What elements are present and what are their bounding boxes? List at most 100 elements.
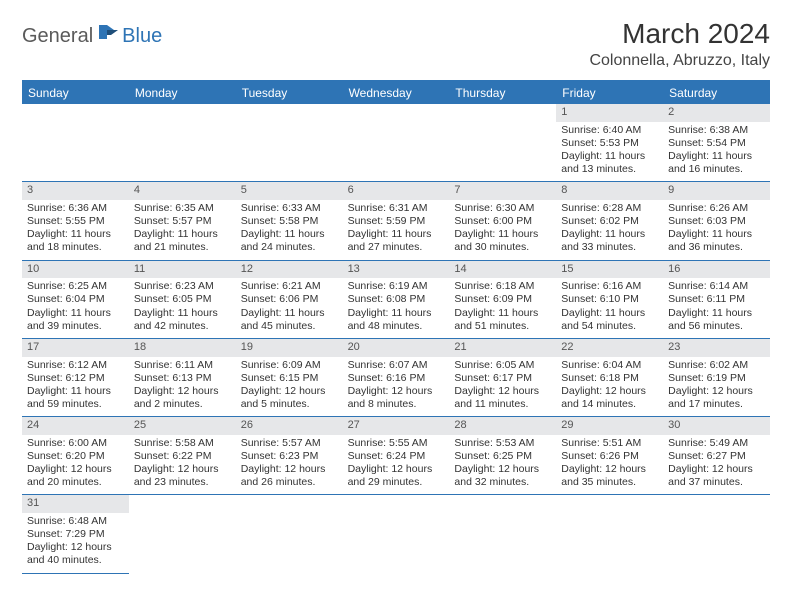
dayhead-tuesday: Tuesday [236,82,343,104]
calendar-cell-day-19: 19Sunrise: 6:09 AMSunset: 6:15 PMDayligh… [236,339,343,417]
sunrise-text: Sunrise: 5:58 AM [134,437,231,450]
sunset-text: Sunset: 6:17 PM [454,372,551,385]
sunrise-text: Sunrise: 5:51 AM [561,437,658,450]
sunrise-text: Sunrise: 6:19 AM [348,280,445,293]
location: Colonnella, Abruzzo, Italy [589,52,770,70]
day-number: 13 [343,261,450,279]
calendar-cell-empty: . [236,104,343,182]
sunset-text: Sunset: 5:53 PM [561,137,658,150]
calendar-cell-day-6: 6Sunrise: 6:31 AMSunset: 5:59 PMDaylight… [343,182,450,260]
day-number: 27 [343,417,450,435]
sunrise-text: Sunrise: 6:04 AM [561,359,658,372]
sunset-text: Sunset: 5:55 PM [27,215,124,228]
day-number: 14 [449,261,556,279]
dayhead-sunday: Sunday [22,82,129,104]
calendar-cell-empty: . [129,495,236,573]
daylight-text: Daylight: 11 hours and 59 minutes. [27,385,124,411]
daylight-text: Daylight: 11 hours and 39 minutes. [27,307,124,333]
sunrise-text: Sunrise: 6:11 AM [134,359,231,372]
header: General Blue March 2024 Colonnella, Abru… [22,18,770,74]
sunset-text: Sunset: 5:57 PM [134,215,231,228]
sunset-text: Sunset: 6:06 PM [241,293,338,306]
calendar-cell-day-7: 7Sunrise: 6:30 AMSunset: 6:00 PMDaylight… [449,182,556,260]
title-block: March 2024 Colonnella, Abruzzo, Italy [589,18,770,74]
sunset-text: Sunset: 6:13 PM [134,372,231,385]
calendar-cell-day-15: 15Sunrise: 6:16 AMSunset: 6:10 PMDayligh… [556,261,663,339]
day-number: 15 [556,261,663,279]
calendar-cell-day-9: 9Sunrise: 6:26 AMSunset: 6:03 PMDaylight… [663,182,770,260]
sunrise-text: Sunrise: 6:36 AM [27,202,124,215]
calendar-cell-day-29: 29Sunrise: 5:51 AMSunset: 6:26 PMDayligh… [556,417,663,495]
calendar-cell-day-20: 20Sunrise: 6:07 AMSunset: 6:16 PMDayligh… [343,339,450,417]
sunrise-text: Sunrise: 6:38 AM [668,124,765,137]
day-number: 5 [236,182,343,200]
sunrise-text: Sunrise: 6:16 AM [561,280,658,293]
sunset-text: Sunset: 6:26 PM [561,450,658,463]
daylight-text: Daylight: 11 hours and 30 minutes. [454,228,551,254]
calendar-cell-day-13: 13Sunrise: 6:19 AMSunset: 6:08 PMDayligh… [343,261,450,339]
day-number: 2 [663,104,770,122]
daylight-text: Daylight: 11 hours and 56 minutes. [668,307,765,333]
daylight-text: Daylight: 12 hours and 40 minutes. [27,541,124,567]
daylight-text: Daylight: 12 hours and 2 minutes. [134,385,231,411]
daylight-text: Daylight: 12 hours and 14 minutes. [561,385,658,411]
dayhead-wednesday: Wednesday [343,82,450,104]
calendar-cell-day-30: 30Sunrise: 5:49 AMSunset: 6:27 PMDayligh… [663,417,770,495]
calendar-cell-day-5: 5Sunrise: 6:33 AMSunset: 5:58 PMDaylight… [236,182,343,260]
day-number: 3 [22,182,129,200]
day-number: 18 [129,339,236,357]
dayhead-monday: Monday [129,82,236,104]
day-number: 22 [556,339,663,357]
daylight-text: Daylight: 11 hours and 13 minutes. [561,150,658,176]
calendar-cell-day-17: 17Sunrise: 6:12 AMSunset: 6:12 PMDayligh… [22,339,129,417]
day-number: 25 [129,417,236,435]
sunrise-text: Sunrise: 5:49 AM [668,437,765,450]
sunrise-text: Sunrise: 6:05 AM [454,359,551,372]
calendar-cell-day-25: 25Sunrise: 5:58 AMSunset: 6:22 PMDayligh… [129,417,236,495]
calendar-cell-day-28: 28Sunrise: 5:53 AMSunset: 6:25 PMDayligh… [449,417,556,495]
daylight-text: Daylight: 12 hours and 37 minutes. [668,463,765,489]
sunset-text: Sunset: 6:08 PM [348,293,445,306]
calendar-cell-empty: . [236,495,343,573]
daylight-text: Daylight: 11 hours and 21 minutes. [134,228,231,254]
daylight-text: Daylight: 11 hours and 33 minutes. [561,228,658,254]
calendar-grid: SundayMondayTuesdayWednesdayThursdayFrid… [22,80,770,574]
sunrise-text: Sunrise: 6:14 AM [668,280,765,293]
sunrise-text: Sunrise: 6:12 AM [27,359,124,372]
daylight-text: Daylight: 11 hours and 27 minutes. [348,228,445,254]
day-number: 30 [663,417,770,435]
calendar-cell-day-14: 14Sunrise: 6:18 AMSunset: 6:09 PMDayligh… [449,261,556,339]
sunrise-text: Sunrise: 6:23 AM [134,280,231,293]
logo-text-general: General [22,25,93,48]
calendar-cell-day-2: 2Sunrise: 6:38 AMSunset: 5:54 PMDaylight… [663,104,770,182]
daylight-text: Daylight: 12 hours and 17 minutes. [668,385,765,411]
daylight-text: Daylight: 11 hours and 36 minutes. [668,228,765,254]
sunset-text: Sunset: 6:09 PM [454,293,551,306]
day-number: 11 [129,261,236,279]
daylight-text: Daylight: 11 hours and 51 minutes. [454,307,551,333]
day-number: 9 [663,182,770,200]
daylight-text: Daylight: 12 hours and 8 minutes. [348,385,445,411]
sunset-text: Sunset: 6:24 PM [348,450,445,463]
calendar-cell-day-18: 18 Sunrise: 6:11 AMSunset: 6:13 PMDayligh… [129,339,236,417]
dayhead-saturday: Saturday [663,82,770,104]
calendar-cell-day-21: 21Sunrise: 6:05 AMSunset: 6:17 PMDayligh… [449,339,556,417]
calendar-cell-day-12: 12Sunrise: 6:21 AMSunset: 6:06 PMDayligh… [236,261,343,339]
sunrise-text: Sunrise: 6:18 AM [454,280,551,293]
day-number: 26 [236,417,343,435]
sunset-text: Sunset: 6:02 PM [561,215,658,228]
sunset-text: Sunset: 6:12 PM [27,372,124,385]
calendar-cell-day-31: 31Sunrise: 6:48 AMSunset: 7:29 PMDayligh… [22,495,129,573]
sunset-text: Sunset: 6:20 PM [27,450,124,463]
sunset-text: Sunset: 6:10 PM [561,293,658,306]
day-number: 29 [556,417,663,435]
sunrise-text: Sunrise: 6:33 AM [241,202,338,215]
day-number: 8 [556,182,663,200]
sunrise-text: Sunrise: 6:21 AM [241,280,338,293]
calendar-cell-day-24: 24Sunrise: 6:00 AMSunset: 6:20 PMDayligh… [22,417,129,495]
sunrise-text: Sunrise: 6:30 AM [454,202,551,215]
day-number: 4 [129,182,236,200]
sunset-text: Sunset: 6:04 PM [27,293,124,306]
sunrise-text: Sunrise: 6:02 AM [668,359,765,372]
calendar-cell-day-23: 23Sunrise: 6:02 AMSunset: 6:19 PMDayligh… [663,339,770,417]
